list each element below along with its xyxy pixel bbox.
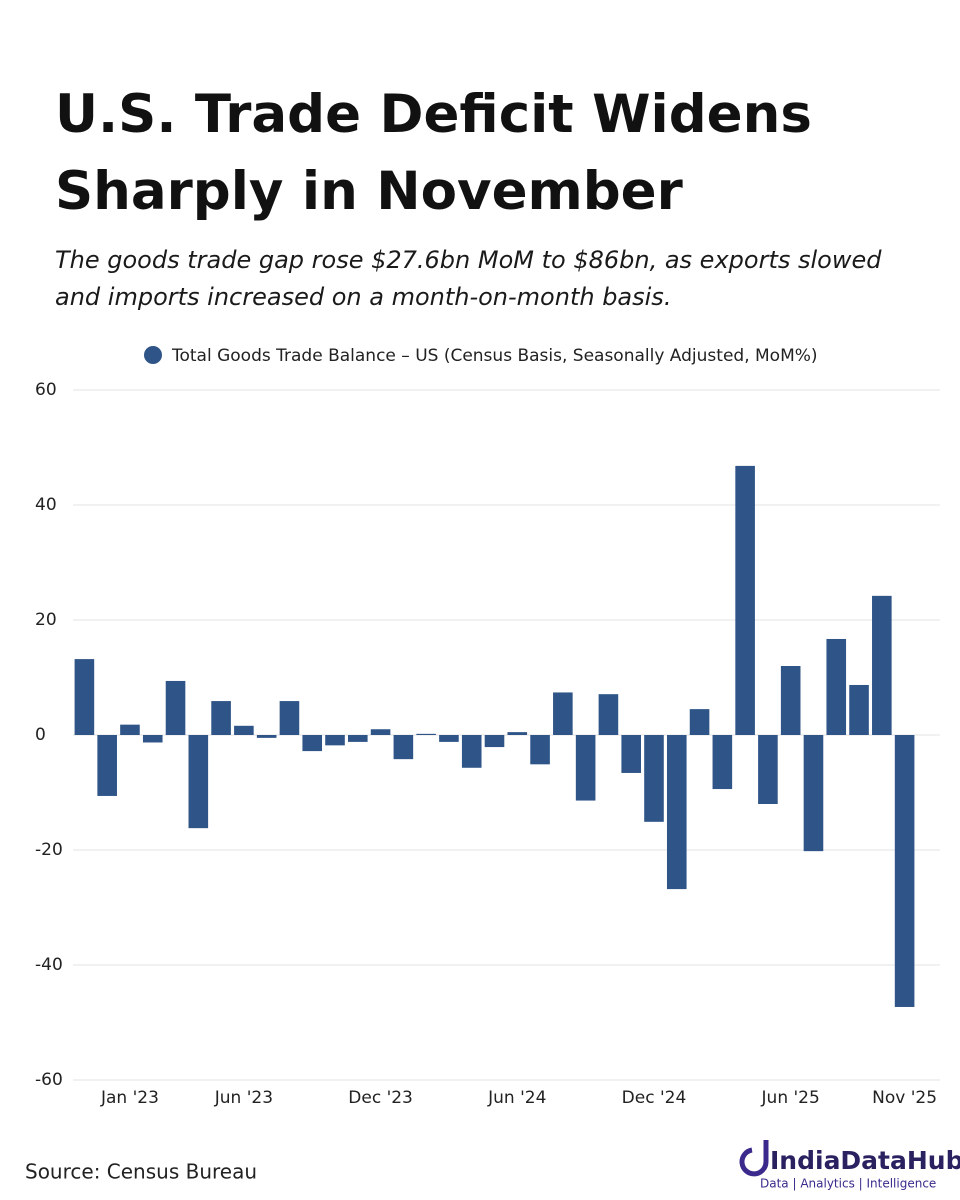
chart-subtitle: and imports increased on a month-on-mont… [55,283,671,311]
bar [279,701,300,735]
chart-subtitle: The goods trade gap rose $27.6bn MoM to … [55,246,882,274]
bar [370,729,391,735]
y-tick-label: 40 [35,495,57,515]
brand-logo: IndiaDataHub Data | Analytics | Intellig… [739,1140,960,1191]
x-tick-label: Jan '23 [100,1088,159,1108]
bar [74,659,95,735]
bar [575,735,596,801]
bar [553,692,573,735]
bar [621,735,641,773]
x-tick-label: Nov '25 [872,1088,937,1108]
bar [598,694,619,735]
bar [256,735,277,738]
y-tick-label: 60 [35,380,57,400]
bar [644,735,664,822]
bar [712,735,733,790]
y-tick-label: -20 [35,840,63,860]
bar [165,680,186,735]
legend-swatch [144,346,162,364]
y-tick-label: -60 [35,1070,63,1090]
x-tick-label: Dec '24 [622,1088,687,1108]
bar [689,709,710,735]
y-tick-label: -40 [35,955,63,975]
x-tick-label: Jun '24 [487,1088,546,1108]
bar [849,684,869,735]
chart-title: Sharply in November [55,161,683,222]
bar [507,732,528,735]
bar [393,735,414,760]
legend-label: Total Goods Trade Balance – US (Census B… [171,346,818,366]
logo-icon [739,1140,769,1177]
x-tick-label: Jun '25 [761,1088,820,1108]
bar [735,465,755,735]
bar [325,735,345,746]
bar [780,666,801,735]
bar [530,735,550,765]
bar [211,701,231,735]
x-tick-label: Jun '23 [214,1088,273,1108]
brand-tagline: Data | Analytics | Intelligence [760,1177,936,1191]
bar [234,725,254,735]
source: Source: Census Bureau [25,1160,257,1184]
y-tick-label: 20 [35,610,57,630]
bar [97,735,117,796]
bar [188,735,209,829]
bar [484,735,505,748]
x-tick-label: Dec '23 [348,1088,413,1108]
bar [666,735,687,890]
bar [758,735,778,804]
bar [439,735,459,742]
bar [894,735,915,1007]
bar [461,735,482,768]
bar [142,735,163,743]
bar [803,735,824,852]
bar [826,638,847,735]
y-tick-label: 0 [35,725,46,745]
bar [302,735,323,752]
bar [348,735,368,742]
bar [120,724,140,735]
brand-name: IndiaDataHub [770,1146,960,1175]
chart-title: U.S. Trade Deficit Widens [55,84,812,145]
bar [872,595,892,735]
bar [416,733,436,735]
